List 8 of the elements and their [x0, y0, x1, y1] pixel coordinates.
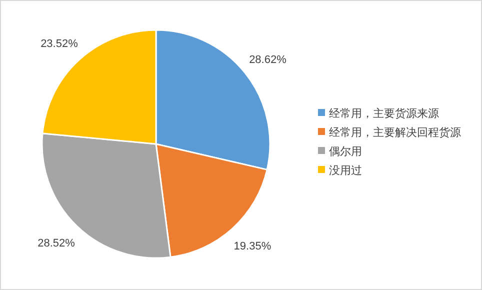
legend-label: 偶尔用	[329, 146, 362, 158]
data-label: 19.35%	[234, 240, 272, 252]
data-label: 28.62%	[249, 54, 287, 66]
legend-label: 经常用，主要货源来源	[329, 107, 439, 120]
legend-label: 没用过	[329, 164, 362, 177]
data-label: 28.52%	[38, 237, 76, 250]
legend-label: 经常用，主要解决回程货源	[329, 126, 461, 139]
data-label: 23.52%	[40, 38, 78, 50]
